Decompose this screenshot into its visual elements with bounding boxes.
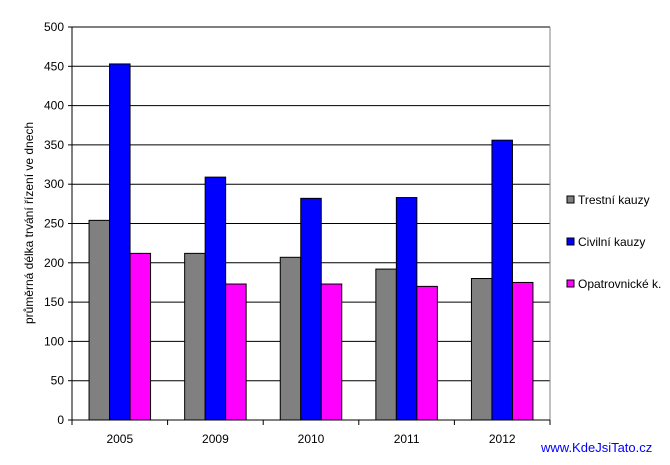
x-tick-labels: 2005 2009 2010 2011 2012 [106, 432, 515, 446]
bar-civiln-kauzy-2005 [109, 63, 131, 421]
y-tick-label: 400 [44, 99, 64, 113]
y-tick-label: 150 [44, 295, 64, 309]
watermark-link[interactable]: www.KdeJsiTato.cz [541, 440, 653, 455]
y-tick-label: 500 [44, 20, 64, 34]
bar-trestn-kauzy-2012 [470, 278, 493, 421]
bar-opatrovnick-k--2010 [320, 283, 343, 421]
legend-label: Civilní kauzy [578, 235, 645, 249]
y-tick-label: 250 [44, 217, 64, 231]
bar-trestn-kauzy-2011 [375, 268, 397, 421]
legend-swatch [566, 279, 575, 288]
axes [68, 26, 551, 425]
y-tick-label: 100 [44, 334, 64, 348]
legend-label: Trestní kauzy [578, 193, 650, 207]
bar-opatrovnick-k--2012 [511, 281, 534, 421]
bar-civiln-kauzy-2012 [491, 139, 513, 421]
bar-opatrovnick-k--2005 [129, 252, 152, 421]
y-tick-label: 200 [44, 256, 64, 270]
y-tick-label: 350 [44, 138, 64, 152]
legend-swatch [566, 195, 575, 204]
bar-trestn-kauzy-2009 [184, 252, 206, 421]
bar-opatrovnick-k--2009 [225, 283, 247, 421]
bars [88, 63, 534, 421]
bar-civiln-kauzy-2009 [204, 176, 227, 421]
legend: Trestní kauzy Civilní kauzy Opatrovnické k… [566, 193, 661, 291]
y-tick-label: 0 [57, 413, 64, 427]
legend-swatch [566, 237, 575, 246]
x-tick-label: 2012 [489, 432, 516, 446]
x-tick-label: 2009 [202, 432, 229, 446]
y-tick-label: 450 [44, 59, 64, 73]
y-tick-labels: 0 50 100 150 200 250 300 350 400 450 500 [44, 20, 64, 427]
y-tick-label: 50 [51, 374, 65, 388]
bar-trestn-kauzy-2010 [279, 256, 302, 421]
bar-civiln-kauzy-2011 [395, 197, 418, 421]
y-tick-label: 300 [44, 177, 64, 191]
bar-opatrovnick-k--2011 [416, 285, 438, 421]
x-tick-label: 2010 [298, 432, 325, 446]
legend-label: Opatrovnické k. [578, 277, 661, 291]
x-tick-label: 2005 [106, 432, 133, 446]
bar-trestn-kauzy-2005 [88, 219, 111, 421]
x-tick-label: 2011 [394, 432, 420, 446]
y-axis-title: průměrná délka trvání řízení ve dnech [22, 122, 36, 324]
bar-civiln-kauzy-2010 [300, 197, 322, 421]
